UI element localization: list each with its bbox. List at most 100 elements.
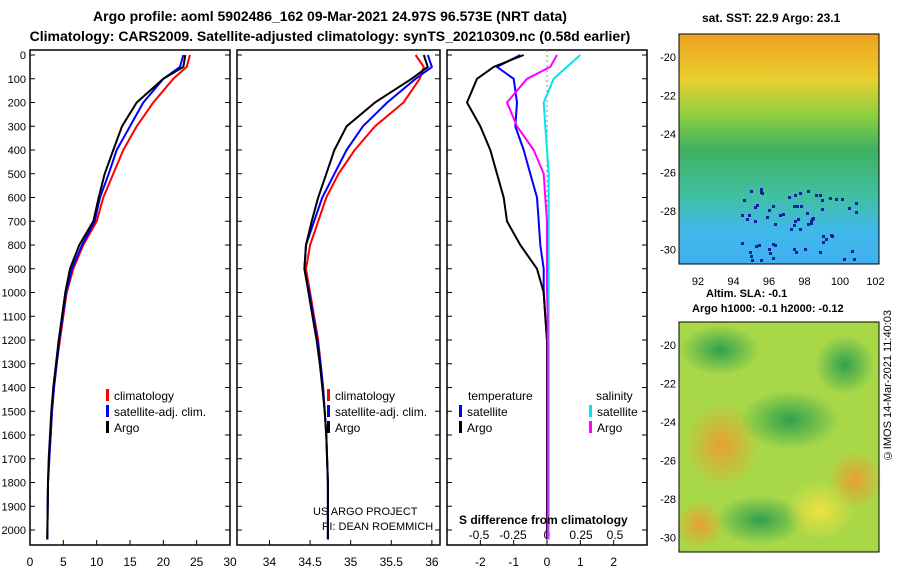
sst-speck (841, 198, 844, 201)
sst-speck (797, 218, 800, 221)
panel2-x-tick: 34 (263, 555, 277, 569)
sst-speck (835, 198, 838, 201)
panel3-x-tick: 0 (544, 555, 551, 569)
panel1-frame (29, 49, 231, 546)
series-line-climatology (46, 54, 191, 540)
panel3-x-tick: -2 (475, 555, 486, 569)
panel2-x-tick: 35 (344, 555, 358, 569)
sla-blob (680, 325, 760, 375)
panel1-x-tick: 20 (157, 555, 171, 569)
sst-speck (853, 258, 856, 261)
legend-satellite-swatch (327, 405, 330, 417)
depth-tick-label: 1500 (2, 406, 26, 418)
panel2-legend: climatology satellite-adj. clim. Argo US… (313, 389, 433, 533)
sst-lat-tick: -26 (660, 168, 676, 180)
sst-lon-tick: 102 (866, 276, 884, 288)
sst-speck (793, 205, 796, 208)
sst-speck (822, 235, 825, 238)
sst-speck (750, 190, 753, 193)
legend-argo-label: Argo (335, 421, 361, 435)
legend-satellite-label: satellite-adj. clim. (335, 405, 427, 419)
title-line-1: Argo profile: aoml 5902486_162 09-Mar-20… (93, 8, 567, 24)
sst-speck (769, 252, 772, 255)
sst-speck (766, 216, 769, 219)
legend-temperature-heading: temperature (468, 389, 533, 403)
legend-temp-satellite-label: satellite (467, 405, 508, 419)
depth-tick-label: 400 (8, 145, 26, 157)
sst-lat-tick: -20 (660, 52, 676, 64)
sst-speck (848, 207, 851, 210)
sst-speck (768, 209, 771, 212)
sst-lon-tick: 92 (692, 276, 704, 288)
sst-speck (795, 251, 798, 254)
sst-speck (760, 191, 763, 194)
sst-speck (758, 244, 761, 247)
title-line-2: Climatology: CARS2009. Satellite-adjuste… (29, 28, 631, 44)
sst-speck (751, 259, 754, 262)
sst-speck (812, 217, 815, 220)
sst-lon-tick: 100 (831, 276, 849, 288)
panel2-frame (236, 49, 441, 546)
sst-speck (754, 206, 757, 209)
panel1-x-tick: 25 (190, 555, 204, 569)
panel3-x-tick: 2 (610, 555, 617, 569)
sst-speck (760, 259, 763, 262)
sla-lat-tick: -20 (660, 340, 676, 352)
sla-map-title-2: Argo h1000: -0.1 h2000: -0.12 (692, 303, 844, 315)
depth-tick-label: 1400 (2, 383, 26, 395)
sst-speck (741, 242, 744, 245)
panel3-x-tick: 1 (577, 555, 584, 569)
series-line-climatology (305, 54, 425, 540)
depth-tick-label: 1100 (2, 311, 26, 323)
sla-lat-tick: -30 (660, 533, 676, 545)
panel1-x-tick: 5 (60, 555, 67, 569)
depth-tick-label: 600 (8, 193, 26, 205)
sst-speck (822, 241, 825, 244)
depth-tick-label: 500 (8, 169, 26, 181)
legend-argo-swatch (106, 421, 109, 433)
sst-speck (810, 222, 813, 225)
sst-map-title: sat. SST: 22.9 Argo: 23.1 (702, 11, 841, 25)
sst-speck (748, 214, 751, 217)
sst-speck (774, 244, 777, 247)
sst-map-cold-specks (741, 188, 858, 262)
depth-tick-label: 1000 (2, 288, 26, 300)
sst-speck (799, 228, 802, 231)
panel3-x-tick: -1 (508, 555, 519, 569)
depth-tick-label: 1900 (2, 501, 26, 513)
panel3-legend: temperature salinity satellite Argo sate… (459, 389, 638, 527)
depth-tick-label: 700 (8, 216, 26, 228)
panel1-x-tick: 15 (123, 555, 137, 569)
panel1-legend: climatology satellite-adj. clim. Argo (106, 389, 206, 435)
sst-speck (743, 199, 746, 202)
sst-lat-tick: -28 (660, 206, 676, 218)
sla-lat-tick: -28 (660, 494, 676, 506)
depth-tick-label: 200 (8, 98, 26, 110)
panel3-xlabel: S difference from climatology (459, 513, 628, 527)
legend-argo-swatch (327, 421, 330, 433)
sst-speck (843, 258, 846, 261)
sst-speck (821, 199, 824, 202)
depth-tick-label: 100 (8, 74, 26, 86)
panel3-inner-tick: -0.25 (499, 528, 527, 542)
sla-map-frame (678, 321, 880, 553)
sst-speck (800, 205, 803, 208)
panel2-x-tick: 34.5 (298, 555, 322, 569)
sla-blob (785, 480, 855, 540)
legend-climatology-swatch (327, 389, 330, 401)
credit-line-2: PI: DEAN ROEMMICH (322, 521, 433, 533)
sst-speck (796, 205, 799, 208)
sst-speck (774, 223, 777, 226)
sst-speck (790, 228, 793, 231)
legend-temp-argo-swatch (459, 421, 462, 433)
sst-speck (772, 243, 775, 246)
series-line-argo (303, 54, 429, 540)
sst-map-frame (678, 33, 880, 265)
sst-speck (749, 251, 752, 254)
depth-tick-label: 1700 (2, 454, 26, 466)
depth-tick-label: 1600 (2, 430, 26, 442)
sst-speck (819, 194, 822, 197)
panel1-x-tick: 10 (90, 555, 104, 569)
sst-speck (793, 224, 796, 227)
sst-lon-tick: 96 (763, 276, 775, 288)
